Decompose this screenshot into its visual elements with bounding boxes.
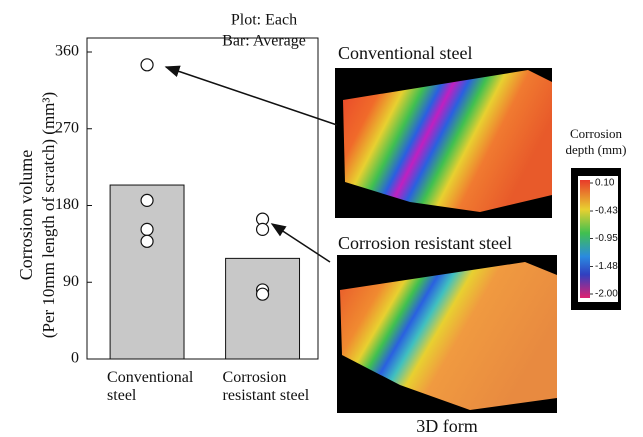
y-tick-label: 180 [55,196,79,213]
point [141,223,153,235]
point [257,288,269,300]
y-tick-label: 360 [55,43,79,60]
arrow [166,67,337,125]
x-tick-label: Conventional steel [107,369,207,405]
point [141,235,153,247]
y-axis-title: Corrosion volume [16,150,36,281]
point [141,59,153,71]
bar [110,185,184,359]
image-label: Conventional steel [338,43,472,63]
colorbar-title: Corrosion depth (mm) [556,126,636,158]
image-label: Corrosion resistant steel [338,233,512,253]
y-tick-label: 90 [63,273,79,290]
y-tick-label: 0 [71,350,79,367]
x-tick-label: Corrosion resistant steel [223,369,323,405]
colorbar-tick-label: 0.10 [595,178,615,189]
annotation: Plot: Each [231,12,297,29]
bar [226,258,300,359]
arrow [272,224,330,262]
colorbar [580,180,590,298]
annotation: Bar: Average [222,33,306,50]
point [141,194,153,206]
colorbar-tick-label: -1.48 [595,261,618,272]
colorbar-tick-label: -0.95 [595,233,618,244]
page: Plot: Each Bar: Average Corrosion volume… [0,0,643,437]
y-tick-label: 270 [55,119,79,136]
colorbar-tick-label: -0.43 [595,206,618,217]
point [257,223,269,235]
colorbar-tick-label: -2.00 [595,289,618,300]
image-caption: 3D form [416,416,478,436]
